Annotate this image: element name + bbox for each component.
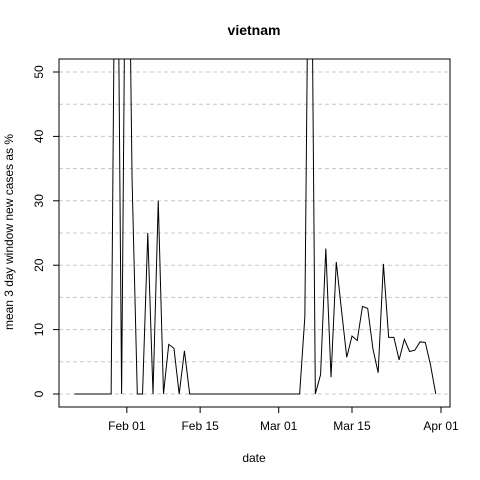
series-line — [74, 59, 437, 395]
y-tick-label: 20 — [32, 258, 46, 272]
x-axis-label: date — [242, 451, 266, 465]
y-tick-label: 50 — [32, 65, 46, 79]
x-tick-label: Mar 01 — [260, 419, 298, 433]
plot-frame — [58, 58, 451, 408]
y-tick-label: 10 — [32, 323, 46, 337]
y-tick-label: 40 — [32, 129, 46, 143]
x-tick-label: Apr 01 — [423, 419, 459, 433]
y-tick-label: 0 — [32, 390, 46, 397]
x-tick-label: Feb 15 — [181, 419, 219, 433]
x-tick-label: Mar 15 — [333, 419, 371, 433]
y-axis-label: mean 3 day window new cases as % — [2, 134, 16, 330]
axes: Feb 01 Feb 15 Mar 01 Mar 15 Apr 01 0 10 20 30 40 5… — [32, 65, 459, 433]
chart-title: vietnam — [228, 22, 281, 38]
x-tick-label: Feb 01 — [108, 419, 146, 433]
series-lines — [74, 59, 437, 395]
y-tick-label: 30 — [32, 194, 46, 208]
